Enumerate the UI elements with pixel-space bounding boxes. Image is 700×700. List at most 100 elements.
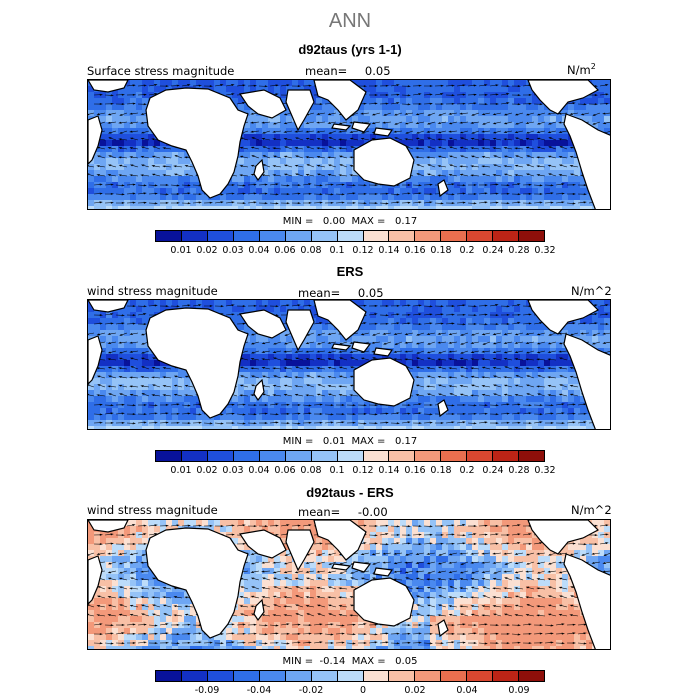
colorbar-tick-label: 0.1 xyxy=(329,245,345,256)
colorbar-tick-label: 0.32 xyxy=(534,245,556,256)
colorbar xyxy=(155,670,545,682)
mean-value: -0.00 xyxy=(357,505,388,519)
colorbar-tick-label: 0.16 xyxy=(404,245,426,256)
colorbar-swatch xyxy=(441,231,468,241)
colorbar-swatch xyxy=(337,671,364,681)
colorbar-swatch xyxy=(519,451,545,461)
colorbar-tick-label: 0.18 xyxy=(430,245,452,256)
colorbar-swatch xyxy=(337,451,364,461)
colorbar-tick-label: 0.28 xyxy=(508,465,530,476)
colorbar-swatch xyxy=(519,231,545,241)
colorbar-tick-label: 0.08 xyxy=(300,245,322,256)
colorbar-tick-label: 0.2 xyxy=(459,465,475,476)
colorbar-tick-label: 0.01 xyxy=(170,465,192,476)
colorbar-tick-label: 0.06 xyxy=(274,465,296,476)
units-text: N/m xyxy=(567,62,591,77)
map-panel xyxy=(87,299,611,430)
colorbar-swatch xyxy=(415,451,442,461)
colorbar-tick-label: 0.06 xyxy=(274,245,296,256)
units-text: N/m^2 xyxy=(571,503,612,517)
colorbar-tick-label: -0.02 xyxy=(298,685,324,696)
units-label: N/m2 xyxy=(567,62,596,77)
colorbar-swatch xyxy=(389,451,416,461)
colorbar-swatch xyxy=(311,671,338,681)
colorbar-swatch xyxy=(389,671,416,681)
colorbar-swatch xyxy=(311,451,338,461)
colorbar-swatch xyxy=(467,451,494,461)
colorbar-tick-label: 0.24 xyxy=(482,465,504,476)
colorbar-tick-label: 0.28 xyxy=(508,245,530,256)
continents xyxy=(88,520,610,649)
colorbar-tick-label: 0.02 xyxy=(196,245,218,256)
mean-readout: mean= 0.05 xyxy=(305,64,391,78)
mean-readout: mean= -0.00 xyxy=(298,505,388,519)
colorbar-swatch xyxy=(363,451,390,461)
colorbar-tick-label: 0.32 xyxy=(534,465,556,476)
colorbar-swatch xyxy=(493,231,520,241)
colorbar-ticks: 0.01 0.02 0.03 0.04 0.06 0.08 0.1 0.12 0.14 0.16 0… xyxy=(155,465,555,477)
colorbar-swatch xyxy=(259,231,286,241)
colorbar-ticks: -0.09 -0.04 -0.02 0 0.02 0.04 0.09 xyxy=(155,685,545,697)
colorbar-swatch xyxy=(285,451,312,461)
colorbar-tick-label: 0.01 xyxy=(170,245,192,256)
colorbar-tick-label: 0.24 xyxy=(482,245,504,256)
colorbar-tick-label: 0.09 xyxy=(508,685,530,696)
colorbar-tick-label: 0.12 xyxy=(352,465,374,476)
map-canvas xyxy=(88,520,610,649)
colorbar-swatch xyxy=(233,671,260,681)
panel-title: d92taus (yrs 1-1) xyxy=(298,42,402,57)
mean-label: mean= xyxy=(305,64,348,78)
panel-field-label: Surface stress magnitude xyxy=(87,64,235,78)
colorbar-swatch xyxy=(363,671,390,681)
colorbar-ticks: 0.01 0.02 0.03 0.04 0.06 0.08 0.1 0.12 0.14 0.16 0… xyxy=(155,245,555,257)
map-canvas xyxy=(88,80,610,209)
map-canvas xyxy=(88,300,610,429)
colorbar-tick-label: 0.04 xyxy=(456,685,478,696)
units-label: N/m^2 xyxy=(571,503,612,517)
mean-label: mean= xyxy=(298,286,341,300)
colorbar-tick-label: 0.03 xyxy=(222,245,244,256)
colorbar-swatch xyxy=(156,671,182,681)
colorbar-tick-label: -0.09 xyxy=(194,685,220,696)
colorbar-swatch xyxy=(337,231,364,241)
panel-field-label: wind stress magnitude xyxy=(87,503,218,517)
colorbar xyxy=(155,450,545,462)
units-label: N/m^2 xyxy=(571,284,612,298)
figure-title: ANN xyxy=(328,10,372,32)
colorbar-swatch xyxy=(467,671,494,681)
colorbar-tick-label: 0.14 xyxy=(378,465,400,476)
colorbar-swatch xyxy=(207,451,234,461)
colorbar-swatch xyxy=(441,671,468,681)
wind-vectors xyxy=(88,304,610,425)
colorbar-swatch xyxy=(207,671,234,681)
colorbar-swatch xyxy=(415,671,442,681)
min-max-label: MIN = 0.00 MAX = 0.17 xyxy=(282,216,418,227)
units-sup: 2 xyxy=(590,62,596,71)
panel-title: ERS xyxy=(336,264,364,279)
colorbar-tick-label: 0.16 xyxy=(404,465,426,476)
colorbar-tick-label: 0.08 xyxy=(300,465,322,476)
colorbar-tick-label: 0 xyxy=(359,685,367,696)
map-panel xyxy=(87,519,611,650)
colorbar-swatch xyxy=(311,231,338,241)
colorbar-swatch xyxy=(493,451,520,461)
colorbar-swatch xyxy=(207,231,234,241)
min-max-label: MIN = -0.14 MAX = 0.05 xyxy=(282,656,418,667)
units-text: N/m^2 xyxy=(571,284,612,298)
colorbar-tick-label: 0.04 xyxy=(248,245,270,256)
colorbar-swatch xyxy=(259,451,286,461)
map-panel xyxy=(87,79,611,210)
colorbar-swatch xyxy=(156,231,182,241)
min-max-label: MIN = 0.01 MAX = 0.17 xyxy=(282,436,418,447)
colorbar-tick-label: 0.02 xyxy=(404,685,426,696)
colorbar-swatch xyxy=(285,671,312,681)
colorbar-tick-label: 0.1 xyxy=(329,465,345,476)
colorbar-tick-label: 0.02 xyxy=(196,465,218,476)
colorbar-swatch xyxy=(156,451,182,461)
colorbar-swatch xyxy=(285,231,312,241)
colorbar-tick-label: 0.18 xyxy=(430,465,452,476)
colorbar-swatch xyxy=(415,231,442,241)
mean-value: 0.05 xyxy=(357,286,384,300)
continents xyxy=(88,300,610,429)
colorbar-swatch xyxy=(181,671,208,681)
